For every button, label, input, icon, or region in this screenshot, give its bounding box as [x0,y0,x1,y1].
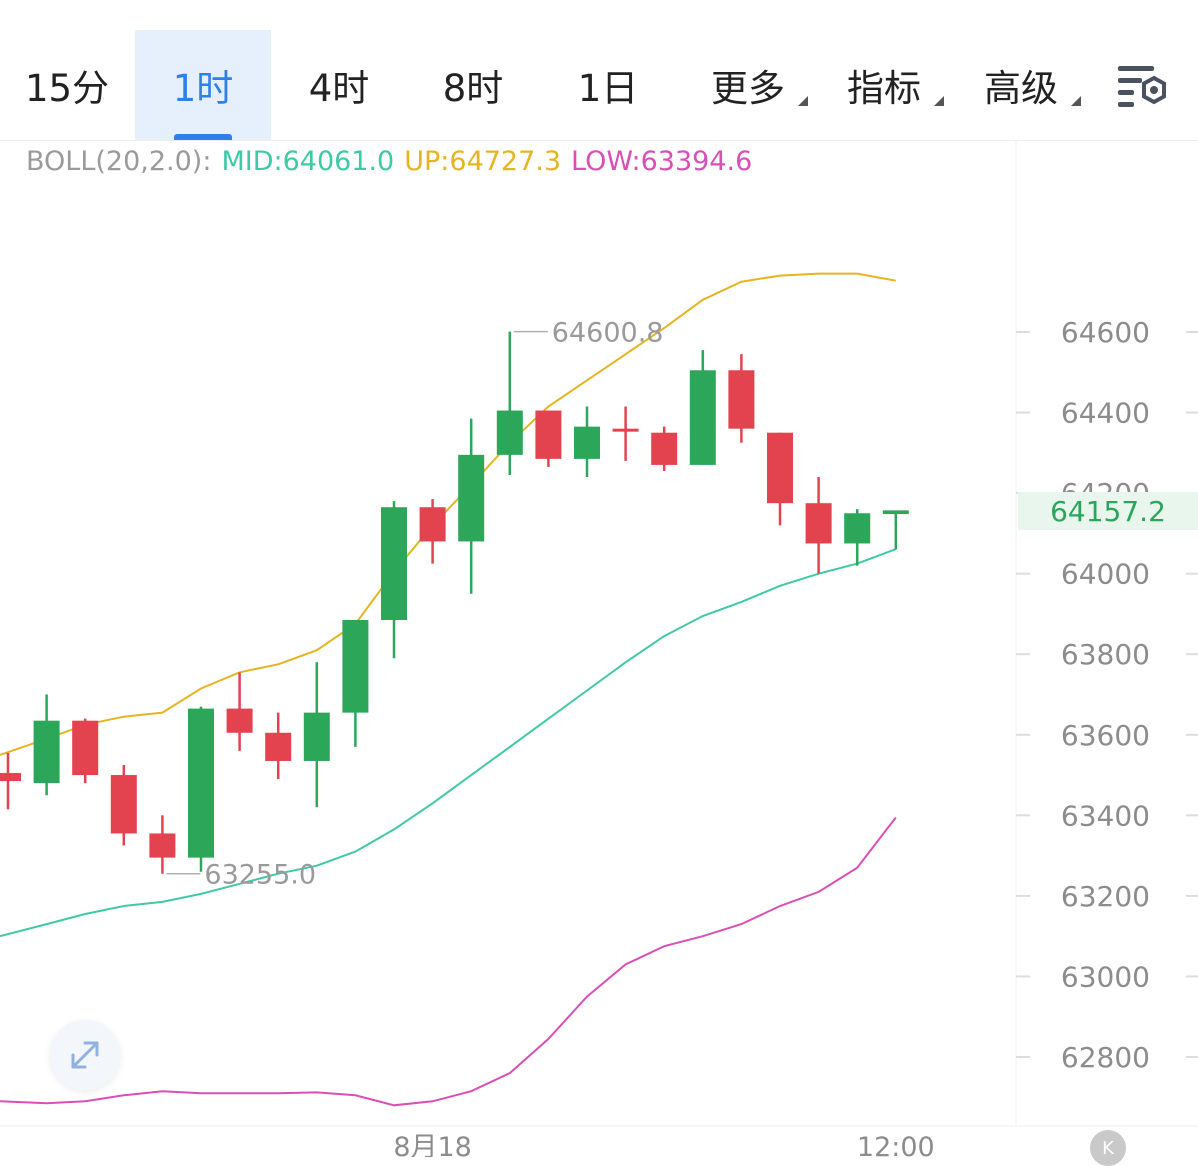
candle-body [226,708,253,733]
y-tick-label: 63200 [1061,880,1150,913]
y-tick-label: 62800 [1061,1041,1150,1074]
tab-label: 1日 [577,67,639,110]
tab-15m[interactable]: 15分 [0,30,134,140]
candle-body [0,773,21,782]
high-annotation-label: 64600.8 [552,318,664,349]
tab-label: 高级 [984,67,1058,110]
x-tick-label: 8月18 [393,1132,472,1157]
boll-label: BOLL(20,2.0): [26,146,212,177]
boll-legend: BOLL(20,2.0): MID:64061.0 UP:64727.3 LOW:63… [26,146,762,177]
y-tick-label: 64600 [1061,316,1150,349]
candle-body [535,410,562,459]
dropdown-corner-icon [798,96,808,106]
tab-1h[interactable]: 1时 [135,30,271,140]
candle-body [844,513,871,544]
tab-more-dropdown[interactable]: 更多 [690,30,808,140]
candle-body [805,503,832,544]
dropdown-corner-icon [1071,96,1081,106]
boll-lower-band [0,816,897,1107]
boll-mid-value: MID:64061.0 [221,146,395,177]
y-tick-label: 63800 [1061,638,1150,671]
y-tick-label: 63600 [1061,719,1150,752]
tab-8h[interactable]: 8时 [406,30,540,140]
y-tick-label: 64400 [1061,397,1150,430]
candle-body [689,370,716,465]
expand-button[interactable] [50,1020,120,1090]
candle-body [496,410,523,455]
boll-middle-band [0,548,897,938]
candle-body [149,833,176,858]
y-tick-label: 63400 [1061,799,1150,832]
candle-body [651,432,678,465]
tab-advanced-dropdown[interactable]: 高级 [963,30,1081,140]
tab-label: 指标 [847,67,921,110]
candle-body [612,428,639,432]
candle-body [728,370,755,429]
tab-label: 15分 [24,67,110,110]
candle-body [381,507,407,620]
tab-label: 更多 [711,67,785,110]
candle-body [188,708,214,858]
candle-body [303,712,330,761]
low-annotation-label: 63255.0 [204,860,316,891]
candle-body [33,720,60,784]
active-tab-indicator [174,134,232,140]
y-tick-label: 64000 [1061,558,1150,591]
tab-bar-divider [0,140,1198,141]
boll-low-value: LOW:63394.6 [571,146,753,177]
tab-label: 1时 [172,67,234,110]
candle-body [72,720,99,776]
candle-body [458,454,485,542]
dropdown-corner-icon [934,96,944,106]
x-tick-label: 12:00 [857,1132,935,1157]
boll-upper-band [0,272,896,756]
tab-label: 4时 [308,67,370,110]
timeframe-tab-bar: 15分 1时 4时 8时 1日 更多 指标 高级 [0,0,1198,140]
tab-4h[interactable]: 4时 [272,30,406,140]
candle-body [342,619,369,713]
y-tick-label: 63000 [1061,960,1150,993]
expand-arrows-icon [71,1041,99,1069]
brand-logo: K [1090,1130,1126,1166]
candle-body [419,507,446,542]
tab-1d[interactable]: 1日 [541,30,675,140]
boll-up-value: UP:64727.3 [404,146,562,177]
candle-body [767,432,793,504]
current-price-label: 64157.2 [1018,492,1198,530]
candle-body [574,426,600,459]
candle-body [882,510,909,515]
candle-body [110,775,137,834]
candle-body [265,732,292,761]
tab-label: 8时 [442,67,504,110]
tab-indicators-dropdown[interactable]: 指标 [826,30,944,140]
chart-settings-icon[interactable] [1116,64,1172,108]
